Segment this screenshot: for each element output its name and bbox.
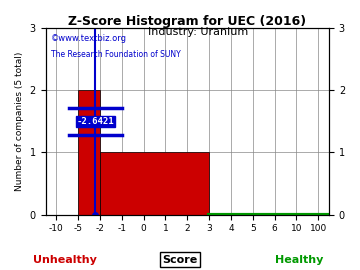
Bar [100, 153, 209, 215]
Text: ©www.textbiz.org: ©www.textbiz.org [51, 33, 127, 43]
Title: Z-Score Histogram for UEC (2016): Z-Score Histogram for UEC (2016) [68, 15, 306, 28]
Bar [78, 90, 100, 215]
Text: Healthy: Healthy [275, 255, 323, 265]
Text: The Research Foundation of SUNY: The Research Foundation of SUNY [51, 50, 181, 59]
Text: Industry: Uranium: Industry: Uranium [148, 27, 248, 37]
Text: Score: Score [162, 255, 198, 265]
Text: -2.6421: -2.6421 [77, 117, 114, 126]
Y-axis label: Number of companies (5 total): Number of companies (5 total) [15, 52, 24, 191]
Text: Unhealthy: Unhealthy [33, 255, 97, 265]
